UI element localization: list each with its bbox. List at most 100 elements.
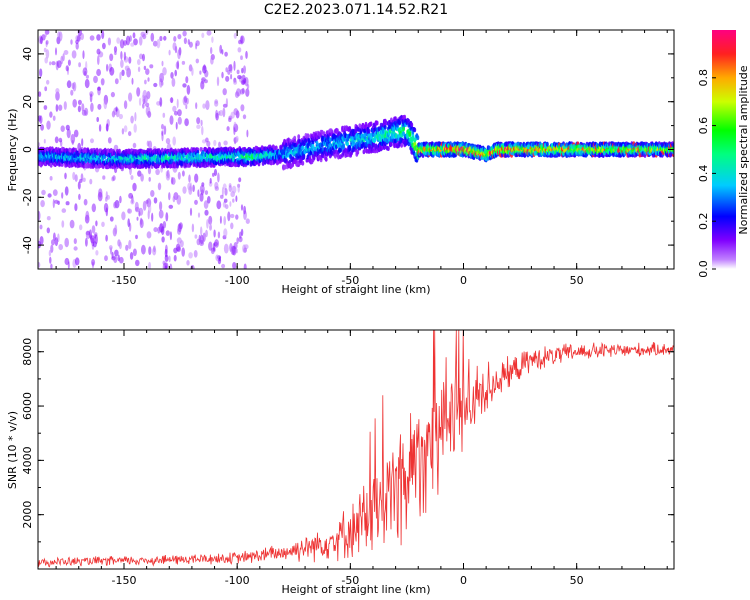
spectrogram-noise-cell bbox=[137, 66, 141, 73]
spectrogram-noise-cell bbox=[240, 104, 245, 112]
spectrogram-noise-cell bbox=[114, 224, 118, 235]
spectrogram-noise-cell bbox=[103, 202, 109, 213]
spectrogram-noise-cell bbox=[221, 186, 224, 197]
spectrogram-noise-cell bbox=[209, 177, 212, 184]
spectrogram-cell bbox=[301, 145, 305, 150]
spectrogram-noise-cell bbox=[119, 195, 122, 204]
spectrogram-noise-cell bbox=[89, 35, 95, 41]
spectrogram-noise-cell bbox=[96, 34, 101, 41]
spectrogram-noise-cell bbox=[240, 55, 243, 60]
spectrogram-noise-cell bbox=[194, 173, 199, 183]
spectrogram-noise-cell bbox=[161, 60, 164, 67]
spectrogram-noise-cell bbox=[91, 225, 96, 234]
spectrogram-noise-cell bbox=[228, 117, 232, 123]
spectrogram-noise-cell bbox=[201, 32, 205, 38]
spectrogram-noise-cell bbox=[184, 118, 189, 127]
spectrogram-noise-cell bbox=[155, 168, 160, 176]
spectrogram-noise-cell bbox=[183, 95, 188, 103]
spectrogram-noise-cell bbox=[214, 100, 219, 107]
spectrogram-noise-cell bbox=[125, 244, 129, 251]
spectrogram-noise-cell bbox=[148, 261, 152, 269]
spectrogram-noise-cell bbox=[195, 58, 199, 64]
spectrogram-noise-cell bbox=[171, 77, 176, 87]
spectrogram-cell bbox=[285, 142, 288, 148]
spectrogram-cell bbox=[336, 128, 339, 134]
spectrogram-noise-cell bbox=[110, 91, 115, 98]
spectrogram-noise-cell bbox=[98, 188, 103, 198]
spectrogram-noise-cell bbox=[145, 102, 150, 108]
spectrogram-noise-cell bbox=[192, 184, 195, 192]
spectrogram-noise-cell bbox=[107, 37, 111, 46]
spectrogram-noise-cell bbox=[173, 254, 177, 262]
spectrogram-noise-cell bbox=[134, 201, 139, 212]
spectrogram-noise-cell bbox=[47, 193, 52, 198]
spectrogram-cell bbox=[398, 120, 401, 126]
spectrogram-noise-cell bbox=[233, 108, 239, 116]
spectrogram-noise-cell bbox=[56, 60, 62, 68]
spectrogram-noise-cell bbox=[132, 182, 137, 192]
spectrogram-noise-cell bbox=[213, 139, 217, 147]
spectrogram-noise-cell bbox=[175, 243, 181, 252]
spectrogram-noise-cell bbox=[109, 216, 114, 222]
spectrogram-noise-cell bbox=[101, 221, 105, 227]
spectrogram-noise-cell bbox=[49, 111, 53, 118]
spectrogram-noise-cell bbox=[195, 42, 198, 50]
spectrogram-noise-cell bbox=[138, 36, 143, 46]
spectrogram-noise-cell bbox=[148, 177, 151, 182]
figure-title: C2E2.2023.071.14.52.R21 bbox=[264, 2, 448, 18]
spectrogram-noise-cell bbox=[114, 51, 117, 56]
spectrogram-noise-cell bbox=[153, 82, 158, 88]
spectrogram-cell bbox=[369, 121, 373, 127]
spectrogram-noise-cell bbox=[70, 133, 76, 144]
spectrogram-noise-cell bbox=[46, 79, 50, 85]
spectrogram-noise-cell bbox=[78, 62, 81, 68]
spectrogram-noise-cell bbox=[185, 104, 188, 110]
spectrogram-cell bbox=[301, 160, 305, 166]
spectrogram-noise-cell bbox=[238, 177, 242, 183]
spectrogram-noise-cell bbox=[124, 65, 130, 71]
spectrogram-noise-cell bbox=[71, 82, 75, 90]
spectrogram-noise-cell bbox=[38, 210, 41, 221]
spectrogram-noise-cell bbox=[118, 241, 122, 250]
spectrogram-noise-cell bbox=[159, 35, 163, 42]
spectrogram-cell bbox=[342, 143, 345, 149]
spectrogram-noise-cell bbox=[40, 124, 44, 131]
spectrogram-cell bbox=[383, 125, 387, 130]
spectrogram-noise-cell bbox=[225, 75, 230, 82]
spectrogram-noise-cell bbox=[230, 213, 235, 219]
spectrogram-cell bbox=[143, 155, 147, 161]
spectrogram-noise-cell bbox=[139, 53, 143, 60]
spectrogram-noise-cell bbox=[64, 186, 69, 196]
spectrogram-noise-cell bbox=[102, 42, 106, 50]
spectrogram-cell bbox=[272, 145, 276, 151]
spectrogram-noise-cell bbox=[159, 201, 163, 211]
spectrogram-noise-cell bbox=[162, 67, 167, 76]
spectrogram-noise-cell bbox=[120, 51, 123, 60]
spectrogram-noise-cell bbox=[242, 244, 247, 253]
spectrogram-noise-cell bbox=[223, 216, 226, 226]
spectrogram-noise-cell bbox=[207, 196, 211, 204]
spectrogram-cell bbox=[358, 123, 362, 129]
spectrogram-noise-cell bbox=[109, 53, 114, 62]
spectrogram-noise-cell bbox=[101, 30, 105, 40]
spectrogram-noise-cell bbox=[128, 239, 132, 250]
spectrogram-noise-cell bbox=[169, 115, 174, 125]
spectrogram-noise-cell bbox=[105, 123, 109, 132]
spectrogram-noise-cell bbox=[186, 84, 191, 95]
spectrogram-noise-cell bbox=[223, 140, 228, 146]
spectrogram-noise-cell bbox=[142, 53, 145, 62]
spectrogram-noise-cell bbox=[159, 97, 163, 107]
spectrogram-noise-cell bbox=[236, 69, 240, 75]
spectrogram-cell bbox=[164, 155, 168, 161]
spectrogram-noise-cell bbox=[135, 259, 140, 267]
spectrogram-noise-cell bbox=[233, 79, 238, 85]
spectrogram-cell bbox=[292, 151, 295, 156]
spectrogram-noise-cell bbox=[77, 105, 81, 113]
spectrogram-noise-cell bbox=[240, 228, 244, 237]
spectrogram-noise-cell bbox=[95, 220, 98, 227]
spectrogram-cell bbox=[284, 164, 287, 170]
spectrogram-noise-cell bbox=[229, 243, 233, 252]
spectrogram-noise-cell bbox=[174, 69, 177, 77]
spectrogram-noise-cell bbox=[230, 74, 233, 80]
